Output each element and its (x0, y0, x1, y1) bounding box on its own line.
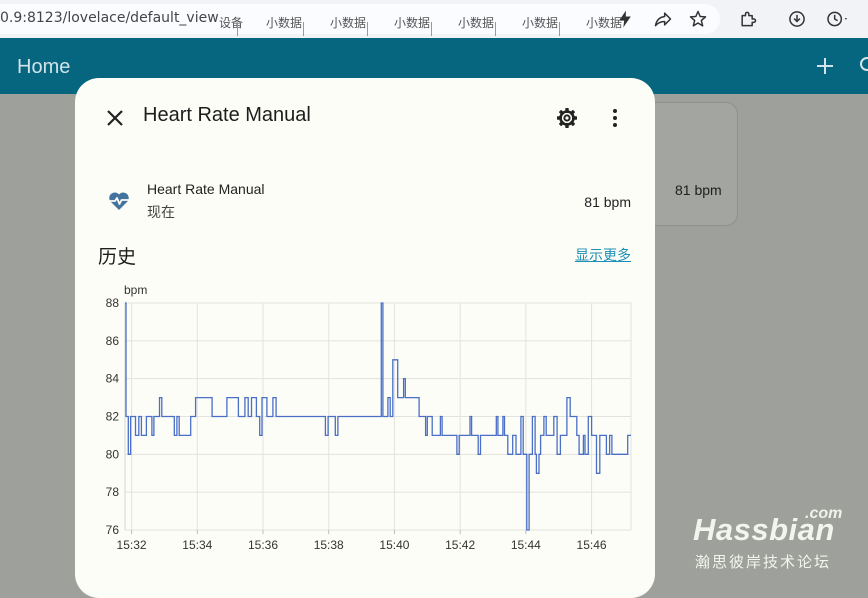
heart-pulse-icon (107, 189, 131, 213)
page-title: Home (17, 56, 71, 78)
watermark-com: .com (805, 505, 843, 522)
ghost-tab: 设备 (219, 16, 244, 30)
close-icon[interactable] (103, 106, 127, 130)
x-tick-label: 15:36 (248, 538, 278, 552)
y-tick-label: 88 (106, 296, 120, 310)
history-chart[interactable]: 76 78 80 82 84 86 88 15:32 15:34 15:36 15:38 15:40 1… (90, 280, 640, 560)
more-vertical-icon[interactable] (603, 106, 627, 130)
extensions-icon[interactable] (738, 9, 758, 29)
tab-separator (495, 22, 496, 36)
search-icon[interactable] (858, 55, 868, 75)
show-more-link[interactable]: 显示更多 (575, 248, 631, 264)
x-tick-label: 15:32 (117, 538, 147, 552)
entity-name: Heart Rate Manual (147, 181, 265, 197)
browser-toolbar: 0.9:8123/lovelace/default_view 设备 小数据 小数… (0, 0, 868, 38)
watermark-logo: Hassbian (693, 512, 835, 547)
ghost-tab: 小数据 (266, 16, 303, 30)
ghost-tab: 小数据 (330, 16, 367, 30)
entity-state: 81 bpm (584, 194, 631, 210)
y-axis-unit-label: bpm (124, 283, 147, 297)
tab-separator (431, 22, 432, 36)
history-title: 历史 (98, 246, 137, 268)
ghost-tab: 小数据 (394, 16, 431, 30)
x-tick-label: 15:38 (314, 538, 344, 552)
series-line-heart-rate (125, 302, 631, 531)
download-icon[interactable] (787, 9, 807, 29)
x-tick-label: 15:34 (182, 538, 212, 552)
more-info-dialog (75, 78, 655, 598)
add-icon[interactable] (814, 55, 836, 77)
x-tick-label: 15:42 (445, 538, 475, 552)
star-icon[interactable] (688, 9, 708, 29)
dialog-title: Heart Rate Manual (143, 104, 311, 126)
entity-time: 现在 (147, 205, 175, 221)
lightning-icon[interactable] (615, 9, 635, 29)
gear-icon[interactable] (555, 106, 579, 130)
y-tick-label: 78 (106, 485, 120, 499)
history-icon[interactable] (823, 9, 853, 29)
share-icon[interactable] (653, 9, 673, 29)
tab-separator (303, 22, 304, 36)
tab-separator (367, 22, 368, 36)
ghost-tab: 小数据 (458, 16, 495, 30)
y-tick-label: 82 (106, 410, 120, 424)
tab-separator (559, 22, 560, 36)
y-tick-label: 84 (106, 372, 120, 386)
background-card-value: 81 bpm (675, 182, 722, 198)
watermark-subtitle: 瀚思彼岸技术论坛 (695, 553, 832, 571)
x-tick-label: 15:40 (379, 538, 409, 552)
ghost-tab: 小数据 (586, 16, 623, 30)
y-tick-label: 80 (106, 447, 120, 461)
ghost-tab: 小数据 (522, 16, 559, 30)
tab-separator (237, 22, 238, 36)
y-tick-label: 86 (106, 334, 120, 348)
x-tick-label: 15:46 (577, 538, 607, 552)
address-bar[interactable] (0, 4, 720, 34)
url-text[interactable]: 0.9:8123/lovelace/default_view (0, 10, 219, 26)
x-tick-label: 15:44 (511, 538, 541, 552)
y-tick-label: 76 (106, 523, 120, 537)
